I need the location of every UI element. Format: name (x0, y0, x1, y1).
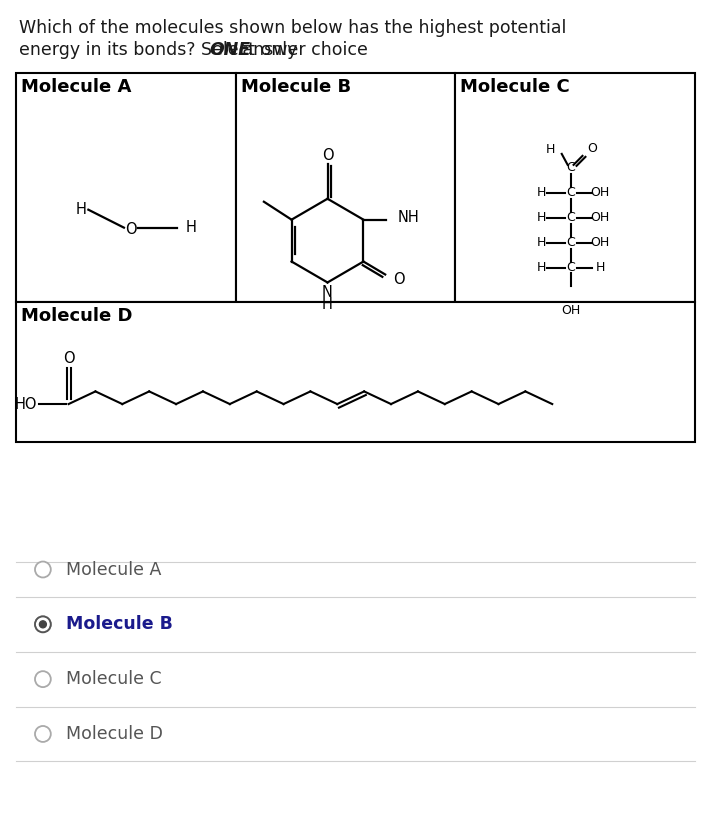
Text: Molecule B: Molecule B (240, 78, 351, 96)
Bar (16, 302, 695, 442)
Text: answer choice: answer choice (237, 41, 368, 60)
Text: Molecule D: Molecule D (66, 725, 163, 743)
Text: Molecule C: Molecule C (460, 78, 570, 96)
Circle shape (35, 671, 51, 687)
Bar (16, 73, 236, 302)
Text: OH: OH (591, 211, 610, 224)
Circle shape (35, 561, 51, 577)
Text: Which of the molecules shown below has the highest potential: Which of the molecules shown below has t… (19, 19, 566, 37)
Text: H: H (536, 236, 546, 249)
Text: H: H (185, 220, 196, 235)
Text: Molecule C: Molecule C (66, 670, 161, 688)
Text: O: O (587, 143, 597, 155)
Text: H: H (596, 261, 605, 274)
Text: H: H (76, 202, 87, 217)
Text: O: O (125, 222, 137, 237)
Text: Molecule A: Molecule A (22, 78, 131, 96)
Text: H: H (536, 211, 546, 224)
Text: OH: OH (591, 236, 610, 249)
Text: H: H (322, 297, 333, 312)
Text: Molecule D: Molecule D (22, 307, 133, 326)
Circle shape (39, 621, 47, 628)
Text: O: O (322, 149, 333, 164)
Circle shape (35, 726, 51, 742)
Text: O: O (63, 351, 75, 366)
Text: C: C (566, 186, 575, 199)
Circle shape (35, 617, 51, 633)
Bar (236, 73, 455, 302)
Text: H: H (546, 143, 555, 156)
Bar (455, 73, 695, 302)
Text: energy in its bonds? Select only: energy in its bonds? Select only (19, 41, 303, 60)
Text: OH: OH (591, 186, 610, 199)
Text: C: C (566, 261, 575, 274)
Text: C: C (566, 236, 575, 249)
Text: C: C (566, 161, 575, 175)
Text: O: O (393, 272, 404, 287)
Text: N: N (322, 285, 333, 300)
Text: NH: NH (398, 211, 419, 225)
Text: C: C (566, 211, 575, 224)
Text: H: H (536, 186, 546, 199)
Text: Molecule B: Molecule B (66, 615, 173, 633)
Text: H: H (536, 261, 546, 274)
Text: HO: HO (14, 397, 37, 412)
Text: ONE: ONE (209, 41, 250, 60)
Text: OH: OH (561, 304, 580, 317)
Text: Molecule A: Molecule A (66, 560, 161, 579)
